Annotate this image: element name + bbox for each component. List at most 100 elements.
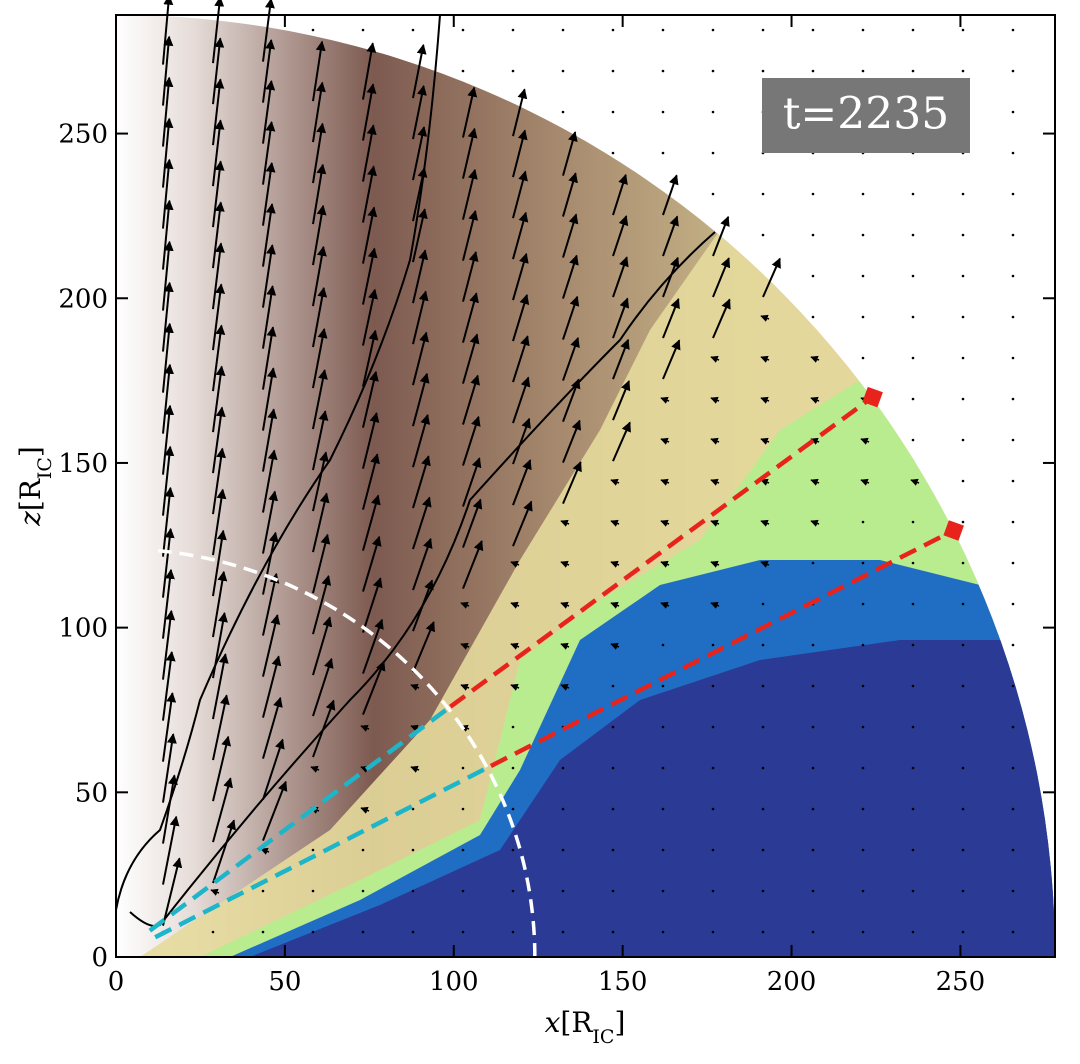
vector-dot	[661, 930, 665, 934]
vector-dot	[961, 397, 965, 401]
vector-arrow	[860, 437, 870, 445]
vector-arrow	[710, 519, 720, 527]
vector-arrow	[710, 560, 720, 568]
vector-dot	[711, 110, 715, 114]
vector-arrow	[460, 601, 470, 609]
x-tick-label: 200	[767, 967, 817, 997]
vector-dot	[561, 889, 565, 893]
vector-arrow	[262, 614, 281, 677]
vector-dot	[411, 28, 415, 32]
vector-dot	[961, 356, 965, 360]
vector-dot	[761, 766, 765, 770]
vector-dot	[911, 315, 915, 319]
x-tick-label: 0	[108, 967, 125, 997]
axis-label-part: ]	[614, 1006, 625, 1039]
vector-dot	[661, 151, 665, 155]
vector-arrow	[362, 577, 383, 633]
vector-dot	[311, 889, 315, 893]
end-marker	[862, 386, 883, 408]
vector-dot	[861, 725, 865, 729]
vector-arrow	[262, 0, 275, 62]
vector-arrow	[462, 292, 479, 343]
vector-arrow	[662, 174, 679, 216]
vector-arrow	[712, 298, 731, 339]
vector-arrow	[860, 478, 870, 486]
vector-dot	[611, 725, 615, 729]
vector-dot	[761, 848, 765, 852]
vector-arrow	[610, 601, 620, 609]
vector-dot	[561, 848, 565, 852]
vector-dot	[461, 69, 465, 73]
vector-arrow	[512, 294, 530, 342]
vector-dot	[711, 930, 715, 934]
vector-arrow	[562, 254, 579, 299]
vector-arrow	[412, 43, 427, 99]
vector-dot	[511, 766, 515, 770]
vector-arrow	[512, 211, 529, 260]
vector-arrow	[362, 535, 382, 592]
vector-arrow	[362, 124, 377, 182]
vector-dot	[661, 807, 665, 811]
vector-arrow	[312, 327, 328, 389]
vector-arrow	[412, 372, 430, 427]
vector-arrow	[710, 437, 720, 445]
vector-dot	[811, 274, 815, 278]
vector-arrow	[212, 653, 229, 720]
vector-arrow	[760, 314, 770, 322]
vector-arrow	[212, 37, 225, 105]
vector-dot	[911, 69, 915, 73]
vector-dot	[561, 766, 565, 770]
vector-arrow	[762, 257, 781, 298]
vector-dot	[861, 274, 865, 278]
vector-dot	[611, 28, 615, 32]
vector-arrow	[462, 86, 478, 138]
vector-arrow	[662, 215, 679, 257]
vector-dot	[661, 69, 665, 73]
vector-dot	[1011, 889, 1015, 893]
vector-dot	[861, 602, 865, 606]
vector-arrow	[212, 160, 225, 228]
vector-arrow	[660, 478, 670, 486]
vector-dot	[311, 28, 315, 32]
vector-dot	[411, 930, 415, 934]
vector-dot	[861, 315, 865, 319]
vector-dot	[761, 69, 765, 73]
vector-arrow	[612, 338, 630, 380]
vector-arrow	[312, 81, 326, 143]
vector-arrow	[162, 363, 174, 434]
vector-dot	[1011, 69, 1015, 73]
vector-arrow	[560, 560, 570, 568]
vector-dot	[261, 889, 265, 893]
vector-dot	[1011, 151, 1015, 155]
vector-arrow	[562, 172, 578, 217]
vector-dot	[911, 848, 915, 852]
vector-arrow	[162, 199, 174, 270]
vector-arrow	[810, 478, 820, 486]
vector-dot	[761, 684, 765, 688]
vector-dot	[911, 356, 915, 360]
vector-arrow	[312, 245, 327, 307]
vector-dot	[711, 725, 715, 729]
vector-dot	[861, 69, 865, 73]
vector-arrow	[362, 370, 379, 428]
vector-dot	[1011, 930, 1015, 934]
vector-arrow	[212, 570, 228, 638]
vector-arrow	[760, 396, 770, 404]
vector-dot	[961, 561, 965, 565]
vector-dot	[611, 930, 615, 934]
vector-arrow	[412, 126, 428, 181]
vector-dot	[611, 69, 615, 73]
vector-dot	[961, 889, 965, 893]
vector-arrow	[660, 560, 670, 568]
vector-arrow	[162, 404, 175, 475]
vector-dot	[461, 848, 465, 852]
vector-dot	[761, 28, 765, 32]
field-map	[116, 15, 1055, 957]
vector-dot	[661, 766, 665, 770]
vector-arrow	[262, 696, 283, 759]
vector-dot	[361, 930, 365, 934]
vector-arrow	[612, 173, 628, 216]
vector-arrow	[560, 519, 570, 527]
vector-dot	[911, 274, 915, 278]
vector-dot	[1011, 110, 1015, 114]
